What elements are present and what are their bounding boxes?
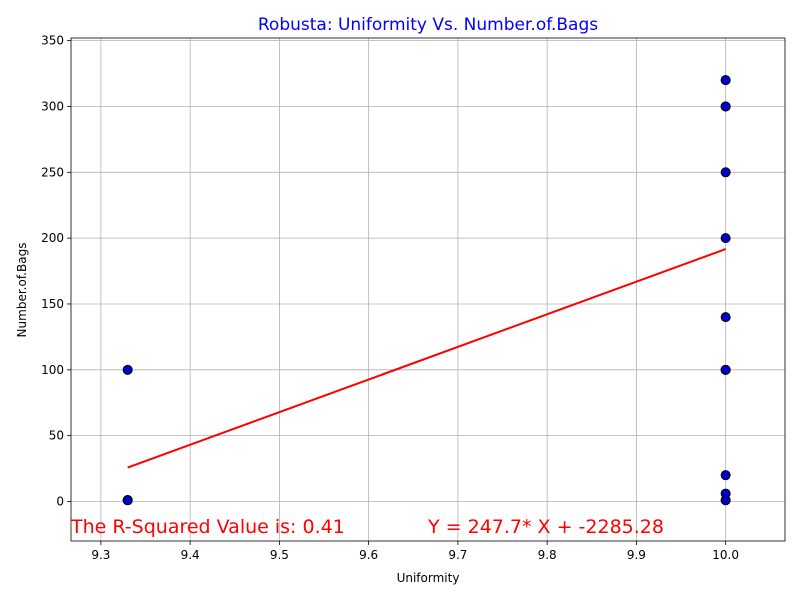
y-tick-label: 100 — [41, 363, 64, 377]
data-point — [720, 101, 731, 112]
data-point — [720, 312, 731, 323]
x-tick-label: 10.0 — [712, 548, 739, 562]
data-point — [720, 233, 731, 244]
x-tick-label: 9.7 — [448, 548, 467, 562]
data-point — [720, 167, 731, 178]
data-point — [720, 495, 731, 506]
x-tick-label: 9.4 — [181, 548, 200, 562]
regression-equation-annotation: Y = 247.7* X + -2285.28 — [427, 516, 664, 538]
data-point — [122, 495, 133, 506]
x-tick-label: 9.6 — [359, 548, 378, 562]
y-tick-label: 0 — [56, 494, 64, 508]
r-squared-annotation: The R-Squared Value is: 0.41 — [70, 516, 345, 538]
data-point — [720, 364, 731, 375]
y-tick-label: 300 — [41, 99, 64, 113]
y-tick-label: 350 — [41, 34, 64, 48]
x-axis-ticks: 9.3 9.4 9.5 9.6 9.7 9.8 9.9 10.0 — [91, 541, 739, 562]
regression-line-layer — [127, 248, 726, 469]
y-axis-label: Number.of.Bags — [15, 243, 29, 338]
regression-line — [127, 248, 726, 469]
data-point — [720, 75, 731, 86]
x-tick-label: 9.3 — [91, 548, 110, 562]
data-points — [122, 75, 731, 506]
y-tick-label: 250 — [41, 165, 64, 179]
y-axis-ticks: 0 50 100 150 200 250 300 350 — [41, 34, 71, 508]
data-point — [122, 364, 133, 375]
x-axis-label: Uniformity — [397, 571, 460, 585]
plot-frame — [70, 37, 786, 542]
x-tick-label: 9.5 — [270, 548, 289, 562]
grid — [71, 38, 785, 541]
y-tick-label: 200 — [41, 231, 64, 245]
chart-title: Robusta: Uniformity Vs. Number.of.Bags — [258, 15, 598, 35]
x-tick-label: 9.9 — [627, 548, 646, 562]
data-point — [720, 470, 731, 481]
x-tick-label: 9.8 — [538, 548, 557, 562]
y-tick-label: 150 — [41, 297, 64, 311]
y-tick-label: 50 — [49, 429, 64, 443]
